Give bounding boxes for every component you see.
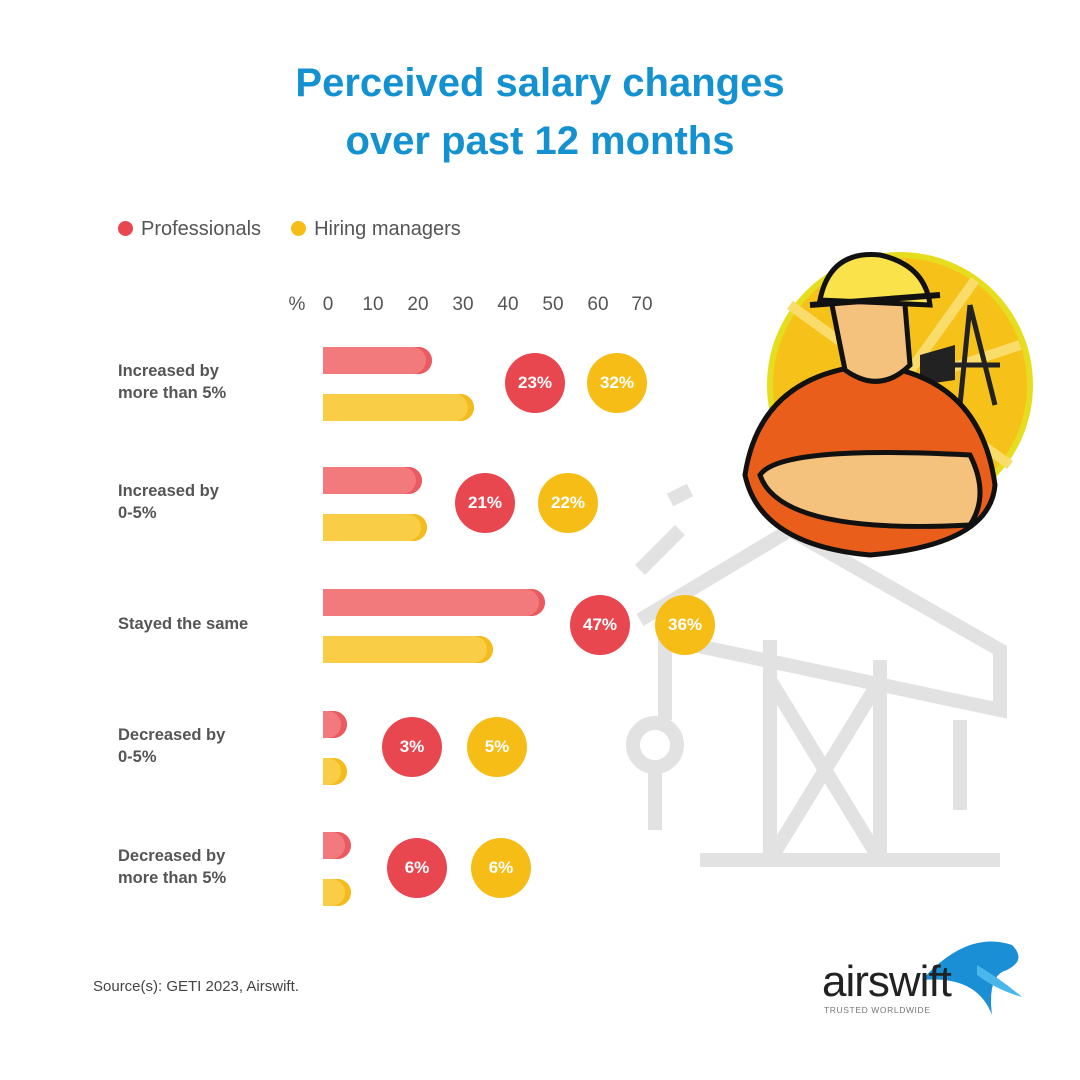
category-label-line: Decreased by	[118, 726, 226, 744]
category-label: Decreased by 0-5%	[118, 724, 288, 768]
data-label-professionals: 6%	[387, 838, 447, 898]
category-label-line: Increased by	[118, 482, 219, 500]
bar-hiring-managers	[323, 879, 352, 906]
data-label-professionals: 23%	[505, 353, 565, 413]
legend-dot-icon	[118, 221, 133, 236]
category-label-line: more than 5%	[118, 869, 227, 887]
x-tick-label: 30	[452, 294, 474, 315]
legend: Professionals Hiring managers	[118, 218, 461, 241]
swift-bird-icon	[922, 941, 1022, 1015]
title-line-2: over past 12 months	[345, 119, 735, 163]
x-tick-label: 10	[362, 294, 384, 315]
data-label-professionals: 21%	[455, 473, 515, 533]
axis-unit: %	[288, 294, 306, 315]
bar-hiring-managers	[323, 636, 493, 663]
bar-professionals	[323, 711, 347, 738]
bar-professionals	[323, 589, 545, 616]
x-tick-label: 20	[407, 294, 429, 315]
category-label: Increased by more than 5%	[118, 360, 288, 404]
data-label-hiring-managers: 6%	[471, 838, 531, 898]
category-label-line: more than 5%	[118, 384, 227, 402]
category-label: Stayed the same	[118, 613, 288, 635]
category-label-line: 0-5%	[118, 748, 157, 766]
bar-professionals	[323, 347, 432, 374]
legend-label: Professionals	[141, 218, 262, 240]
legend-hiring-managers: Hiring managers	[291, 218, 461, 241]
pump-jack-illustration	[626, 483, 1007, 867]
legend-professionals: Professionals	[118, 218, 261, 241]
data-label-professionals: 47%	[570, 595, 630, 655]
category-label-line: Increased by	[118, 362, 219, 380]
bar-hiring-managers	[323, 758, 347, 785]
category-label: Decreased by more than 5%	[118, 845, 288, 889]
title-line-1: Perceived salary changes	[295, 61, 785, 105]
oil-worker-illustration	[742, 252, 1033, 558]
x-tick-label: 40	[497, 294, 519, 315]
bar-hiring-managers	[323, 514, 427, 541]
x-tick-label: 50	[542, 294, 564, 315]
data-label-hiring-managers: 32%	[587, 353, 647, 413]
category-label: Increased by 0-5%	[118, 480, 288, 524]
logo-wordmark: airswift	[822, 957, 952, 1006]
x-tick-label: 60	[587, 294, 609, 315]
data-label-hiring-managers: 5%	[467, 717, 527, 777]
logo-tagline: TRUSTED WORLDWIDE	[824, 1005, 931, 1015]
legend-dot-icon	[291, 221, 307, 236]
legend-label: Hiring managers	[314, 218, 461, 240]
x-tick-label: 0	[322, 294, 334, 315]
data-label-professionals: 3%	[382, 717, 442, 777]
x-tick-label: 70	[631, 294, 653, 315]
data-label-hiring-managers: 22%	[538, 473, 598, 533]
chart-title: Perceived salary changes over past 12 mo…	[0, 54, 1080, 170]
airswift-logo: airswift TRUSTED WORLDWIDE	[822, 935, 1032, 1025]
category-label-line: 0-5%	[118, 504, 157, 522]
bar-hiring-managers	[323, 394, 475, 421]
category-label-line: Stayed the same	[118, 615, 249, 633]
bar-professionals	[323, 832, 352, 859]
bar-professionals	[323, 467, 423, 494]
source-note: Source(s): GETI 2023, Airswift.	[93, 978, 299, 995]
data-label-hiring-managers: 36%	[655, 595, 715, 655]
category-label-line: Decreased by	[118, 847, 226, 865]
